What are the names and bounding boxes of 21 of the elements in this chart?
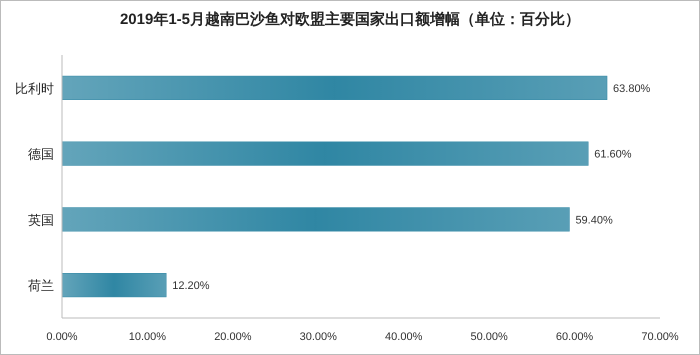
y-tick-label: 英国	[28, 212, 54, 228]
x-tick-label: 60.00%	[556, 331, 594, 343]
x-tick-label: 10.00%	[128, 331, 166, 343]
data-label: 12.20%	[172, 280, 210, 292]
x-tick-label: 20.00%	[214, 331, 252, 343]
bar	[62, 273, 166, 298]
y-tick-label: 比利时	[15, 80, 54, 96]
bar	[62, 76, 608, 100]
x-tick-label: 70.00%	[641, 331, 679, 343]
data-label: 61.60%	[594, 148, 632, 161]
data-label: 63.80%	[613, 82, 651, 95]
chart-title: 2019年1-5月越南巴沙鱼对欧盟主要国家出口额增幅（单位：百分比）	[120, 10, 580, 28]
data-label: 59.40%	[575, 214, 613, 226]
bar	[62, 207, 570, 232]
y-tick-label: 德国	[28, 146, 54, 162]
y-tick-label: 荷兰	[28, 278, 54, 294]
x-tick-label: 40.00%	[385, 331, 423, 343]
bar	[62, 142, 588, 166]
x-tick-label: 0.00%	[46, 331, 78, 343]
x-tick-label: 50.00%	[470, 331, 508, 343]
x-tick-label: 30.00%	[300, 331, 338, 343]
